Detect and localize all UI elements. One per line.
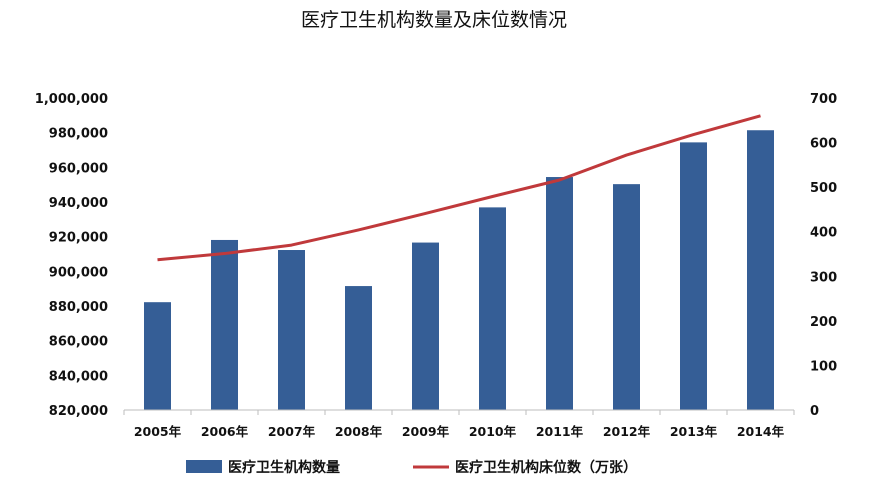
category-label: 2013年	[670, 424, 718, 439]
left-tick-label: 960,000	[49, 161, 108, 176]
bar	[479, 207, 506, 410]
bar	[680, 142, 707, 410]
left-tick-label: 840,000	[49, 369, 108, 384]
bar	[412, 242, 439, 410]
bar	[747, 130, 774, 411]
category-label: 2010年	[469, 424, 517, 439]
right-axis: 0 100 200 300 400 500 600 700	[810, 92, 837, 419]
line-path	[157, 114, 761, 262]
category-axis: 2005年 2006年 2007年 2008年 2009年 2010年 2011年 2012年…	[123, 410, 795, 439]
right-tick-label: 500	[810, 181, 837, 196]
left-tick-label: 860,000	[49, 335, 108, 350]
line-series	[157, 114, 761, 262]
bar	[278, 250, 305, 410]
legend-label-line: 医疗卫生机构床位数（万张）	[455, 459, 637, 476]
left-tick-label: 920,000	[49, 231, 108, 246]
right-tick-label: 0	[810, 404, 819, 419]
left-tick-label: 940,000	[49, 196, 108, 211]
legend-swatch-bars	[186, 460, 222, 473]
right-tick-label: 700	[810, 92, 837, 107]
bar	[345, 286, 372, 410]
category-label: 2006年	[201, 424, 249, 439]
right-tick-label: 400	[810, 226, 837, 241]
left-tick-label: 880,000	[49, 300, 108, 315]
right-tick-label: 200	[810, 315, 837, 330]
category-label: 2009年	[402, 424, 450, 439]
left-tick-label: 820,000	[49, 404, 108, 419]
category-label: 2007年	[268, 424, 316, 439]
category-label: 2011年	[536, 424, 584, 439]
right-tick-label: 600	[810, 137, 837, 152]
bar-series	[144, 130, 774, 411]
chart-title: 医疗卫生机构数量及床位数情况	[301, 9, 567, 31]
category-label: 2008年	[335, 424, 383, 439]
right-tick-label: 100	[810, 359, 837, 374]
left-tick-label: 1,000,000	[35, 92, 108, 107]
right-tick-label: 300	[810, 270, 837, 285]
category-label: 2012年	[603, 424, 651, 439]
legend: 医疗卫生机构数量 医疗卫生机构床位数（万张）	[186, 459, 637, 476]
bar	[211, 239, 238, 410]
legend-label-bars: 医疗卫生机构数量	[228, 459, 340, 476]
category-label: 2014年	[737, 424, 785, 439]
bar	[546, 177, 573, 410]
left-tick-label: 980,000	[49, 127, 108, 142]
left-axis: 820,000 840,000 860,000 880,000 900,000 920,0…	[35, 92, 108, 419]
category-label: 2005年	[134, 424, 182, 439]
left-tick-label: 900,000	[49, 265, 108, 280]
bar	[144, 302, 171, 410]
bar	[613, 184, 640, 410]
